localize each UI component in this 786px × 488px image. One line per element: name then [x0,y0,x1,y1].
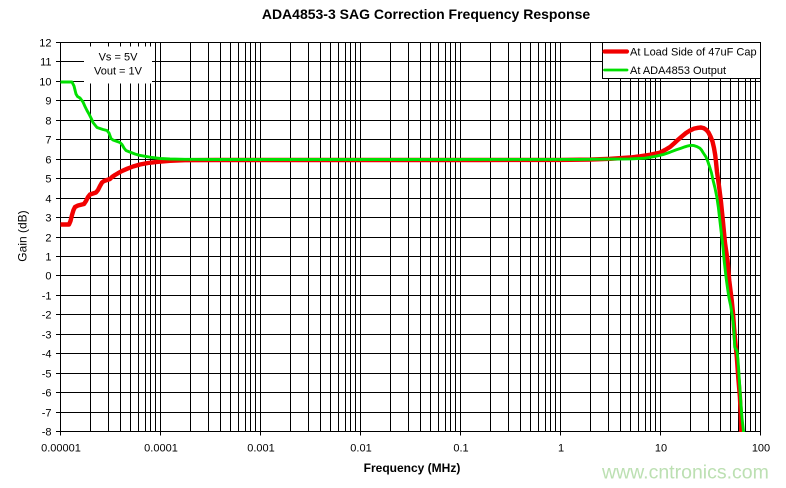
svg-text:12: 12 [39,37,51,49]
svg-text:1: 1 [558,443,564,455]
svg-text:10: 10 [39,76,51,88]
svg-text:9: 9 [45,95,51,107]
svg-text:Frequency (MHz): Frequency (MHz) [364,461,461,475]
svg-text:-6: -6 [42,387,52,399]
svg-text:ADA4853-3 SAG Correction Frequ: ADA4853-3 SAG Correction Frequency Respo… [262,6,591,22]
svg-text:0.001: 0.001 [247,443,275,455]
svg-text:At Load Side of 47uF Cap: At Load Side of 47uF Cap [630,47,757,59]
svg-text:1: 1 [45,251,51,263]
svg-text:www.cntronics.com: www.cntronics.com [601,462,769,484]
svg-text:0: 0 [45,270,51,282]
svg-text:3: 3 [45,212,51,224]
svg-text:2: 2 [45,232,51,244]
svg-text:8: 8 [45,115,51,127]
svg-text:-7: -7 [42,407,52,419]
svg-text:0.00001: 0.00001 [41,443,81,455]
svg-text:-2: -2 [42,309,52,321]
svg-text:100: 100 [752,443,770,455]
svg-text:0.01: 0.01 [350,443,371,455]
svg-text:0.0001: 0.0001 [144,443,178,455]
svg-text:4: 4 [45,193,51,205]
svg-text:6: 6 [45,154,51,166]
svg-text:11: 11 [40,56,51,68]
svg-text:0.1: 0.1 [453,443,468,455]
svg-text:Vout = 1V: Vout = 1V [94,66,143,78]
svg-text:-3: -3 [42,329,52,341]
svg-text:10: 10 [655,443,667,455]
svg-text:Gain (dB): Gain (dB) [16,210,30,261]
svg-text:5: 5 [45,173,51,185]
svg-text:Vs = 5V: Vs = 5V [99,52,138,64]
svg-text:-8: -8 [42,426,52,438]
svg-text:At ADA4853 Output: At ADA4853 Output [630,65,726,77]
svg-text:-5: -5 [42,368,52,380]
svg-text:-4: -4 [42,348,52,360]
svg-text:7: 7 [45,134,51,146]
svg-text:-1: -1 [42,290,52,302]
